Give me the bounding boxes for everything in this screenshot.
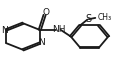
Text: CH₃: CH₃	[98, 13, 112, 22]
Text: N: N	[1, 26, 8, 35]
Text: O: O	[42, 8, 49, 17]
Text: S: S	[85, 14, 91, 24]
Text: N: N	[38, 38, 45, 47]
Text: NH: NH	[52, 25, 66, 34]
